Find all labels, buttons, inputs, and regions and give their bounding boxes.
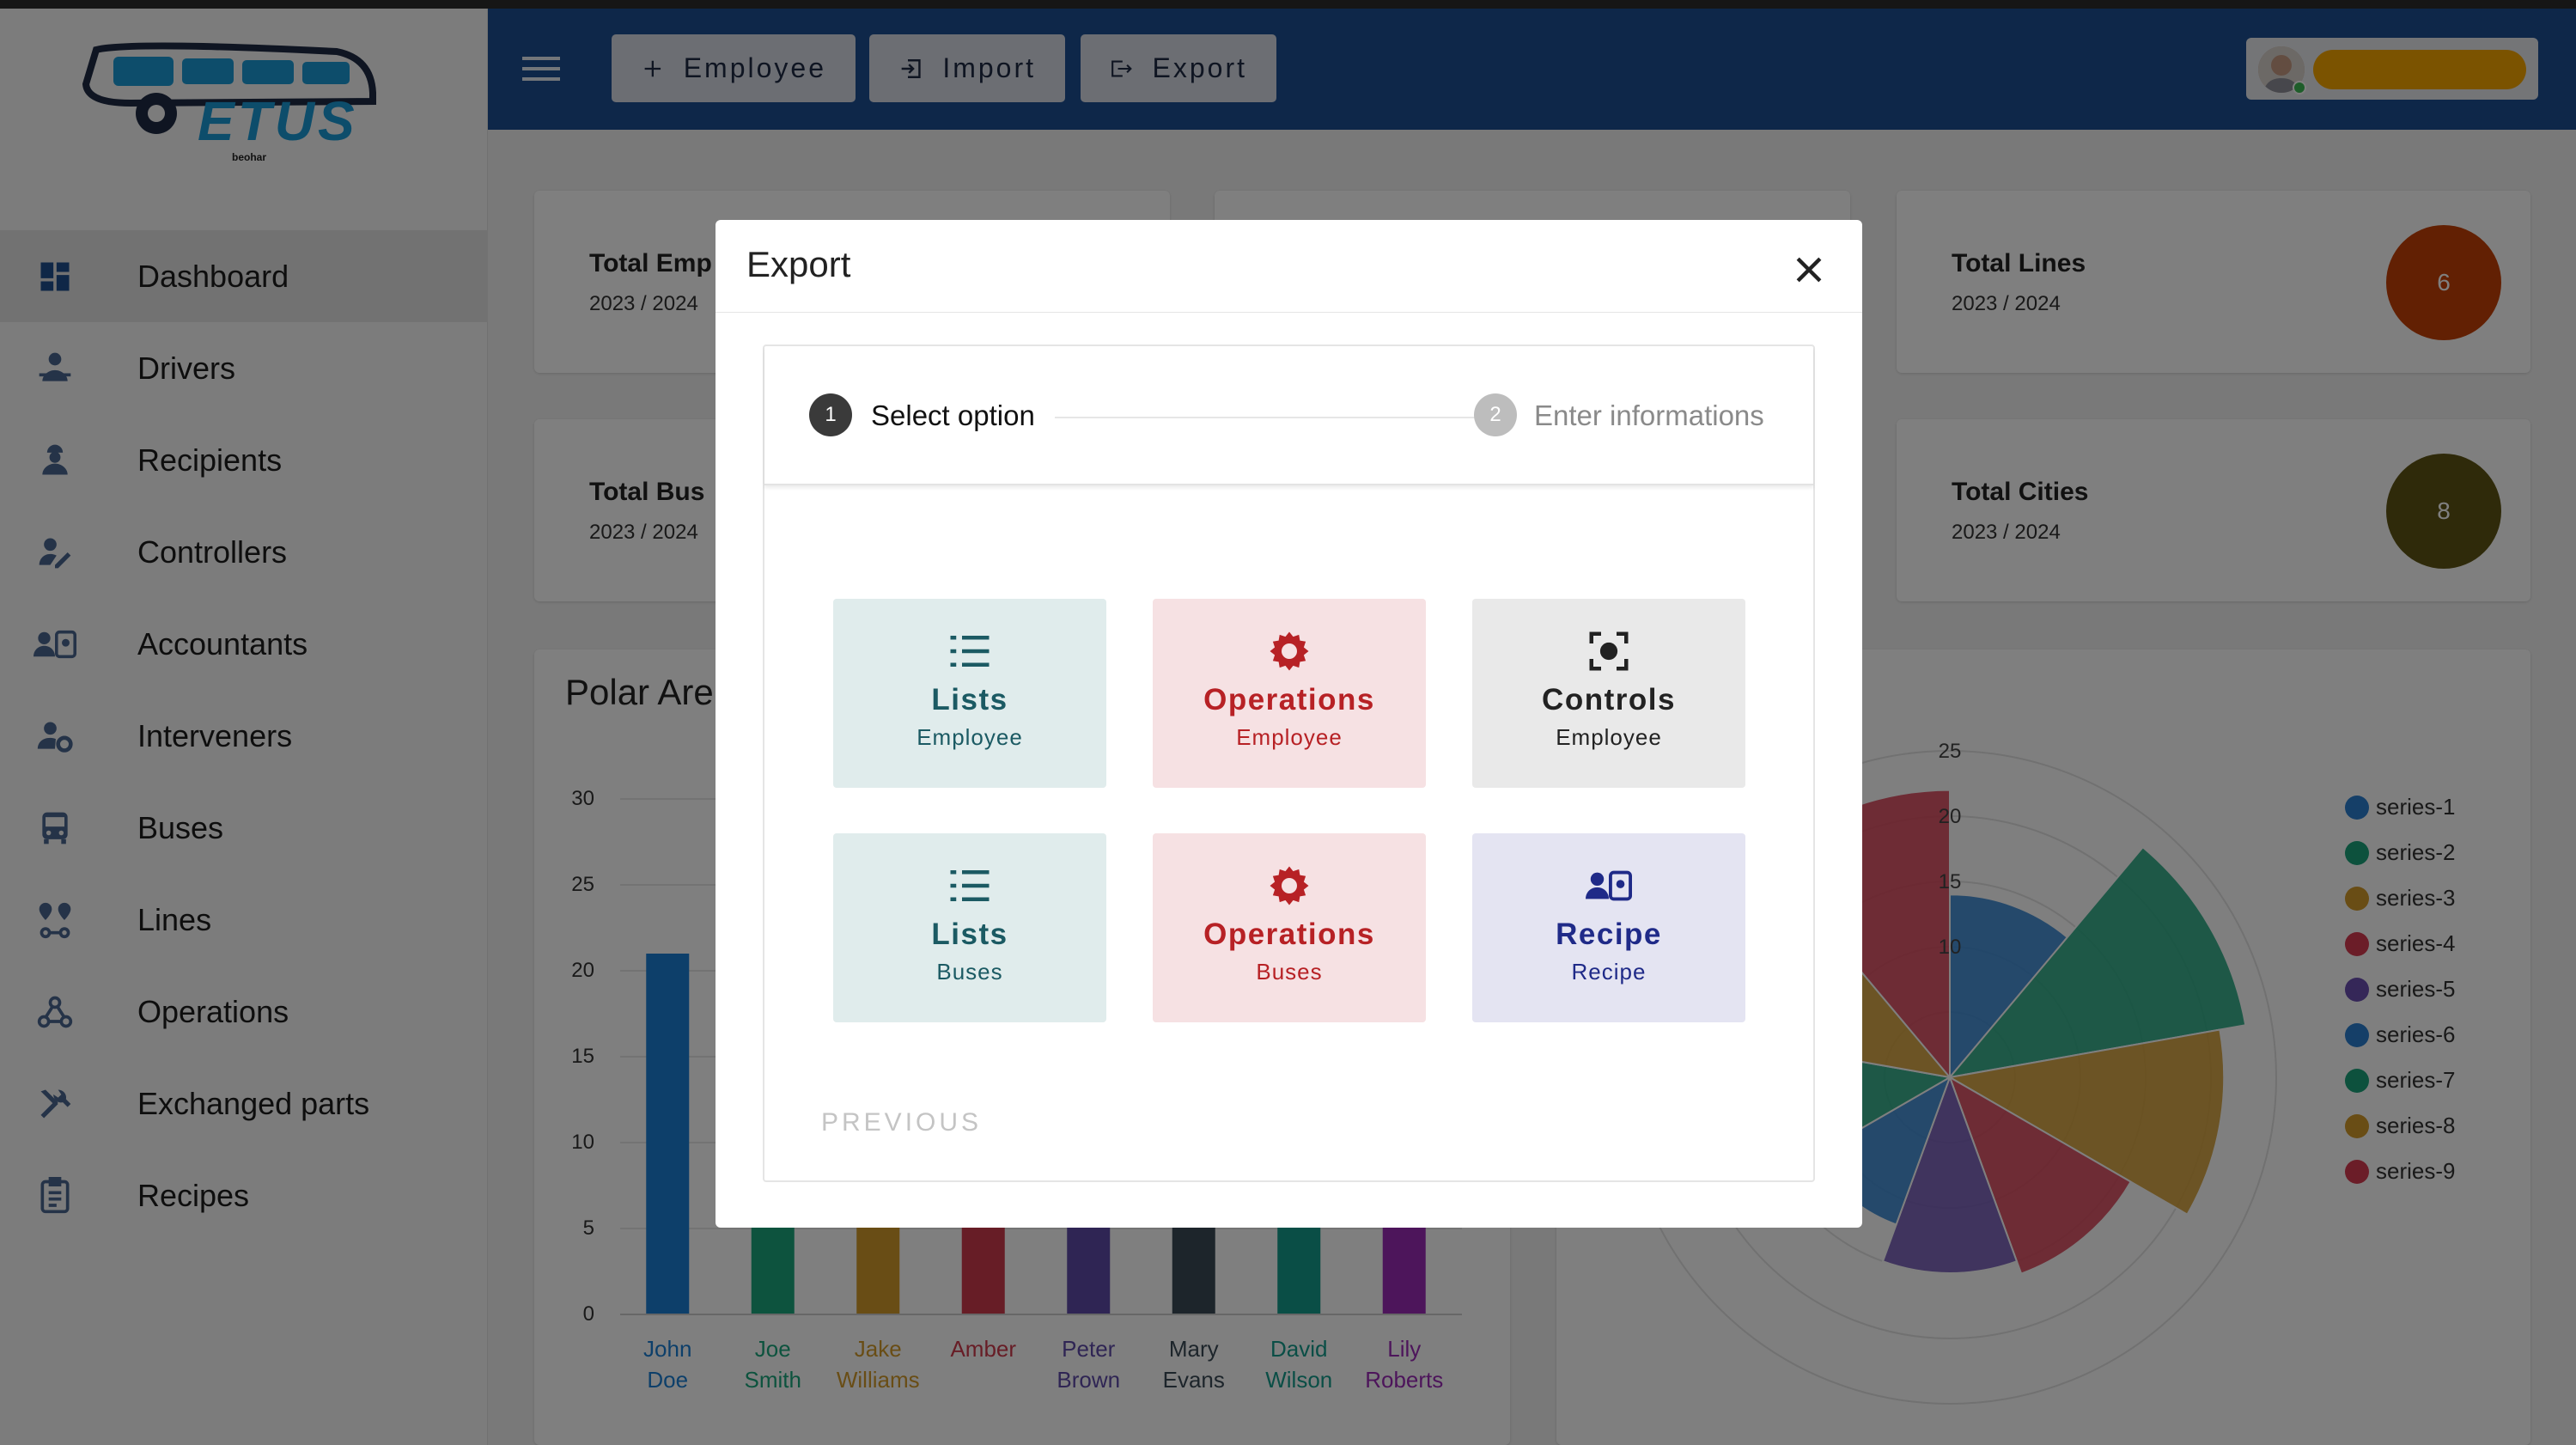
- previous-button[interactable]: PREVIOUS: [821, 1108, 983, 1137]
- close-icon[interactable]: [1790, 251, 1828, 289]
- stepper-container: 1 Select option 2 Enter informations Lis…: [763, 344, 1815, 1182]
- tile-subtitle: Employee: [917, 724, 1023, 750]
- tile-title: Lists: [931, 683, 1008, 716]
- tile-subtitle: Buses: [936, 959, 1003, 985]
- step-2-label[interactable]: Enter informations: [1534, 399, 1764, 431]
- list-icon: [950, 636, 990, 667]
- stepper-header: 1 Select option 2 Enter informations: [764, 346, 1813, 485]
- tile-subtitle: Recipe: [1571, 959, 1647, 985]
- dialog-title: Export: [746, 244, 851, 284]
- focus-icon: [1589, 631, 1629, 671]
- export-dialog: Export 1 Select option 2 Enter informati…: [716, 220, 1862, 1228]
- id-card-icon: [1586, 870, 1632, 901]
- list-icon: [950, 870, 990, 901]
- tile-title: Controls: [1542, 683, 1676, 716]
- operations-employee-tile[interactable]: Operations Employee: [1153, 599, 1426, 788]
- step-1-number: 1: [809, 393, 852, 436]
- gear-icon: [1270, 866, 1309, 905]
- tile-title: Operations: [1203, 918, 1375, 951]
- tile-subtitle: Employee: [1236, 724, 1343, 750]
- controls-employee-tile[interactable]: Controls Employee: [1472, 599, 1745, 788]
- lists-buses-tile[interactable]: Lists Buses: [833, 833, 1106, 1022]
- tile-subtitle: Employee: [1556, 724, 1662, 750]
- step-1-label[interactable]: Select option: [871, 399, 1035, 431]
- tile-title: Operations: [1203, 683, 1375, 716]
- step-connector: [1055, 417, 1484, 418]
- step-2-number: 2: [1474, 393, 1517, 436]
- lists-employee-tile[interactable]: Lists Employee: [833, 599, 1106, 788]
- tile-title: Recipe: [1556, 918, 1662, 951]
- operations-buses-tile[interactable]: Operations Buses: [1153, 833, 1426, 1022]
- tile-title: Lists: [931, 918, 1008, 951]
- tile-subtitle: Buses: [1256, 959, 1323, 985]
- recipe-tile[interactable]: Recipe Recipe: [1472, 833, 1745, 1022]
- gear-icon: [1270, 631, 1309, 671]
- dialog-divider: [716, 312, 1862, 313]
